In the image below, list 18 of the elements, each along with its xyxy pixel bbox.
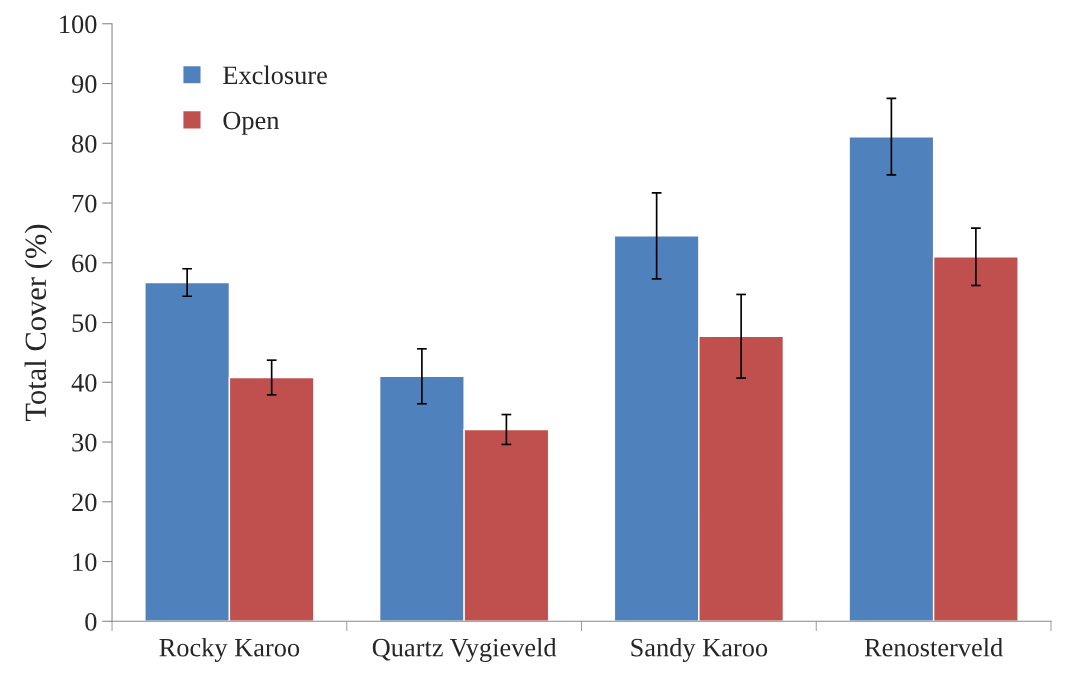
y-tick-label: 90: [71, 75, 97, 93]
x-tick-label: Rocky Karoo: [159, 637, 300, 662]
legend-label: Exclosure: [223, 65, 327, 85]
y-tick-label: 50: [72, 314, 97, 332]
legend-label: Open: [223, 111, 280, 135]
x-tick-label: Renosterveld: [864, 637, 1003, 657]
x-tick-label: Quartz Vygieveld: [372, 637, 557, 662]
y-tick-label: 80: [72, 134, 97, 153]
y-tick-label: 20: [72, 493, 97, 512]
y-axis-title: Total Cover (%): [24, 224, 53, 422]
y-tick-label: 70: [72, 194, 97, 213]
x-tick-label: Sandy Karoo: [631, 637, 768, 662]
y-tick-label: 30: [72, 433, 97, 452]
y-tick-label: 0: [85, 612, 97, 631]
y-tick-label: 60: [72, 254, 97, 273]
y-tick-label: 100: [60, 15, 97, 34]
y-tick-label: 40: [71, 373, 97, 392]
y-tick-label: 10: [73, 553, 97, 571]
